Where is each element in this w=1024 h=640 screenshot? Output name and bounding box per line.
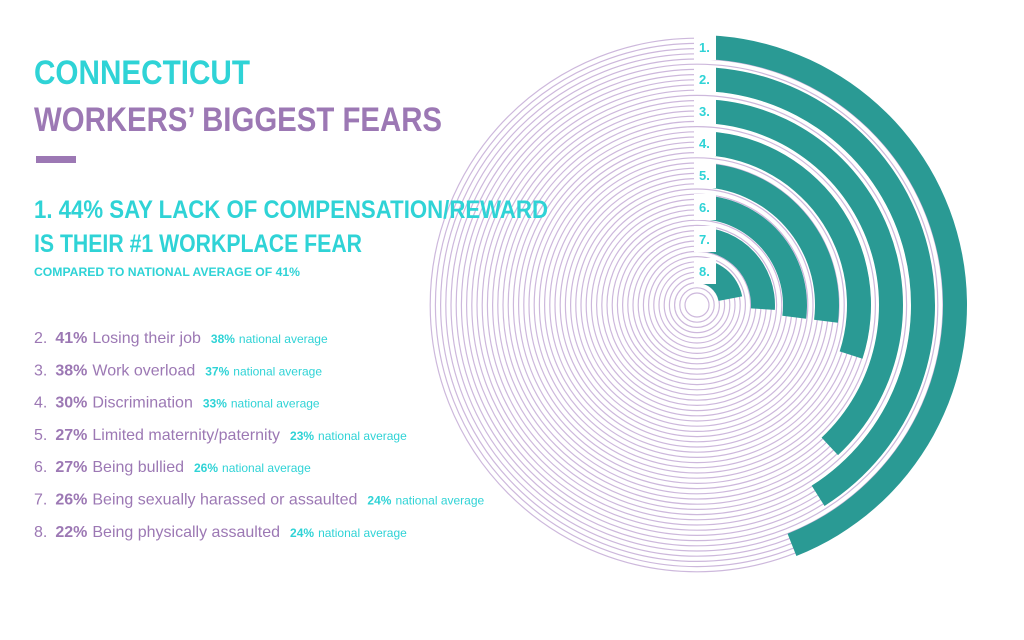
subline: COMPARED TO NATIONAL AVERAGE OF 41% — [34, 265, 300, 279]
rank-label: 5. — [699, 168, 710, 183]
value: 27% — [55, 427, 87, 444]
ring — [647, 256, 746, 355]
ring — [616, 224, 778, 386]
rank-label: 6. — [699, 200, 710, 215]
national-value: 33% — [203, 397, 227, 411]
ring — [679, 287, 715, 323]
rank: 4. — [34, 395, 47, 412]
label-backing — [694, 130, 716, 156]
fear-list: 2. 41% Losing their job 38% national average… — [34, 330, 485, 541]
bar — [697, 99, 903, 456]
fear: Being bullied — [92, 459, 184, 476]
value: 38% — [55, 362, 87, 379]
label-backing — [694, 34, 716, 60]
radial-bars: 1. 2. 3. 4. 5. 6. 7. 8. — [694, 34, 968, 557]
rank: 3. — [34, 362, 47, 379]
national-value: 24% — [367, 494, 391, 508]
ring — [486, 94, 908, 516]
rank-label: 3. — [699, 104, 710, 119]
title: CONNECTICUT — [34, 54, 250, 92]
fear-row: 6. 27% Being bullied 26% national average — [34, 459, 311, 476]
bar — [697, 35, 968, 557]
rank-label: 1. — [699, 40, 710, 55]
value: 41% — [55, 330, 87, 347]
rank-label: 7. — [699, 232, 710, 247]
fear-row: 2. 41% Losing their job 38% national average — [34, 330, 328, 347]
national-value: 24% — [290, 526, 314, 540]
bar — [697, 67, 936, 506]
national-value: 26% — [194, 461, 218, 475]
ring — [580, 188, 814, 422]
national-suffix: national average — [231, 397, 320, 411]
rank-label: 2. — [699, 72, 710, 87]
national-suffix: national average — [318, 429, 407, 443]
fear: Being physically assaulted — [92, 524, 280, 541]
fear-row: 3. 38% Work overload 37% national average — [34, 362, 322, 379]
fear-row: 5. 27% Limited maternity/paternity 23% natio… — [34, 427, 407, 444]
label-backing — [694, 162, 716, 188]
fear: Work overload — [92, 362, 195, 379]
national-suffix: national average — [318, 526, 407, 540]
label-backing — [694, 98, 716, 124]
national-value: 37% — [205, 364, 229, 378]
ring — [549, 157, 845, 453]
national-value: 38% — [211, 332, 235, 346]
national-value: 23% — [290, 429, 314, 443]
headline: IS THEIR #1 WORKPLACE FEAR — [34, 230, 362, 258]
headline: 1. 44% SAY LACK OF COMPENSATION/REWARD — [34, 196, 548, 224]
national-suffix: national average — [395, 494, 484, 508]
label-backing — [694, 258, 716, 284]
divider — [36, 156, 76, 163]
rank: 7. — [34, 492, 47, 509]
value: 30% — [55, 395, 87, 412]
label-backing — [694, 226, 716, 252]
fear: Discrimination — [92, 395, 192, 412]
label-backing — [694, 194, 716, 220]
rank: 2. — [34, 330, 47, 347]
bar — [697, 227, 775, 310]
rank-label: 4. — [699, 136, 710, 151]
title: WORKERS’ BIGGEST FEARS — [34, 101, 442, 139]
fear-row: 4. 30% Discrimination 33% national average — [34, 395, 320, 412]
fear-row: 7. 26% Being sexually harassed or assaulte… — [34, 492, 485, 509]
rank: 5. — [34, 427, 47, 444]
rank: 8. — [34, 524, 47, 541]
fear-row: 8. 22% Being physically assaulted 24% nation… — [34, 524, 407, 541]
ring — [611, 219, 783, 391]
ring — [455, 63, 939, 547]
ring — [517, 126, 876, 484]
fear: Being sexually harassed or assaulted — [92, 492, 357, 509]
national-suffix: national average — [239, 332, 328, 346]
value: 26% — [55, 492, 87, 509]
fear: Limited maternity/paternity — [92, 427, 280, 444]
ring — [684, 292, 710, 318]
national-suffix: national average — [233, 364, 322, 378]
rank: 6. — [34, 459, 47, 476]
national-suffix: national average — [222, 461, 311, 475]
label-backing — [694, 66, 716, 92]
fear: Losing their job — [92, 330, 201, 347]
rank-label: 8. — [699, 264, 710, 279]
value: 27% — [55, 459, 87, 476]
value: 22% — [55, 524, 87, 541]
